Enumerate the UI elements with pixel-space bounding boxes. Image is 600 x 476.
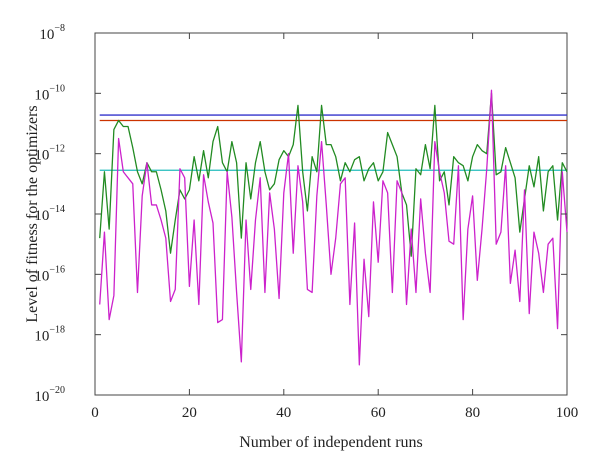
series-line-5 — [99, 89, 568, 366]
y-tick-label: 10−8 — [39, 23, 65, 43]
x-tick-label: 20 — [182, 405, 197, 421]
x-tick-label: 80 — [465, 405, 480, 421]
tick-layer: 0 20 40 60 80 10010−2010−1810−1610−1410−1210−… — [34, 23, 578, 421]
y-tick-label: 10−18 — [34, 325, 65, 345]
x-axis-label: Number of independent runs — [239, 434, 423, 451]
x-tick-label: 100 — [556, 405, 579, 421]
series-layer — [99, 89, 568, 366]
plot-frame — [94, 32, 568, 396]
x-tick-label: 40 — [276, 405, 291, 421]
x-tick-label: 60 — [371, 405, 386, 421]
x-tick-label: 0 — [91, 405, 99, 421]
y-tick-label: 10−20 — [34, 385, 65, 405]
y-axis-label: Level of fitness for the optimizers — [24, 105, 41, 322]
y-tick-label: 10−10 — [34, 83, 65, 103]
